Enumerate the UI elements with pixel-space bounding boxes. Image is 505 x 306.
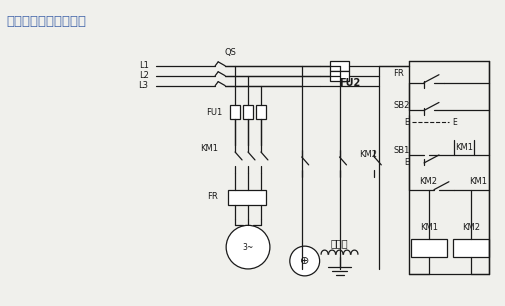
Text: E: E [403, 118, 409, 127]
Bar [411, 239, 446, 257]
Text: KM1: KM1 [468, 177, 486, 186]
Text: ⤲⤳⤴: ⤲⤳⤴ [330, 238, 347, 248]
Bar [452, 239, 488, 257]
Text: KM2: KM2 [461, 223, 479, 232]
Text: KM2: KM2 [418, 177, 436, 186]
Bar [242, 106, 252, 119]
Text: KM1: KM1 [419, 223, 437, 232]
Text: E: E [451, 118, 456, 127]
Text: FU1: FU1 [206, 108, 222, 117]
Text: KM2: KM2 [359, 151, 377, 159]
Bar [329, 61, 349, 71]
Text: KM1: KM1 [200, 144, 218, 153]
Bar [228, 190, 266, 204]
Text: L3: L3 [138, 81, 148, 90]
Text: SB1: SB1 [392, 146, 409, 155]
Circle shape [289, 246, 319, 276]
Text: QS: QS [224, 48, 236, 58]
Text: L2: L2 [138, 71, 148, 80]
Bar [329, 71, 349, 81]
Text: L1: L1 [138, 61, 148, 70]
Bar [230, 106, 239, 119]
Text: KM1: KM1 [454, 143, 472, 151]
Text: FU2: FU2 [338, 78, 360, 88]
Text: FR: FR [392, 69, 403, 78]
Text: 3~: 3~ [242, 243, 253, 252]
Circle shape [226, 225, 269, 269]
Text: 电磁抱闸通电制动接线: 电磁抱闸通电制动接线 [7, 15, 86, 28]
Text: SB2: SB2 [392, 101, 409, 110]
Text: E: E [403, 159, 409, 167]
Bar [256, 106, 266, 119]
Text: FR: FR [207, 192, 218, 201]
Text: ⊕: ⊕ [299, 256, 309, 266]
